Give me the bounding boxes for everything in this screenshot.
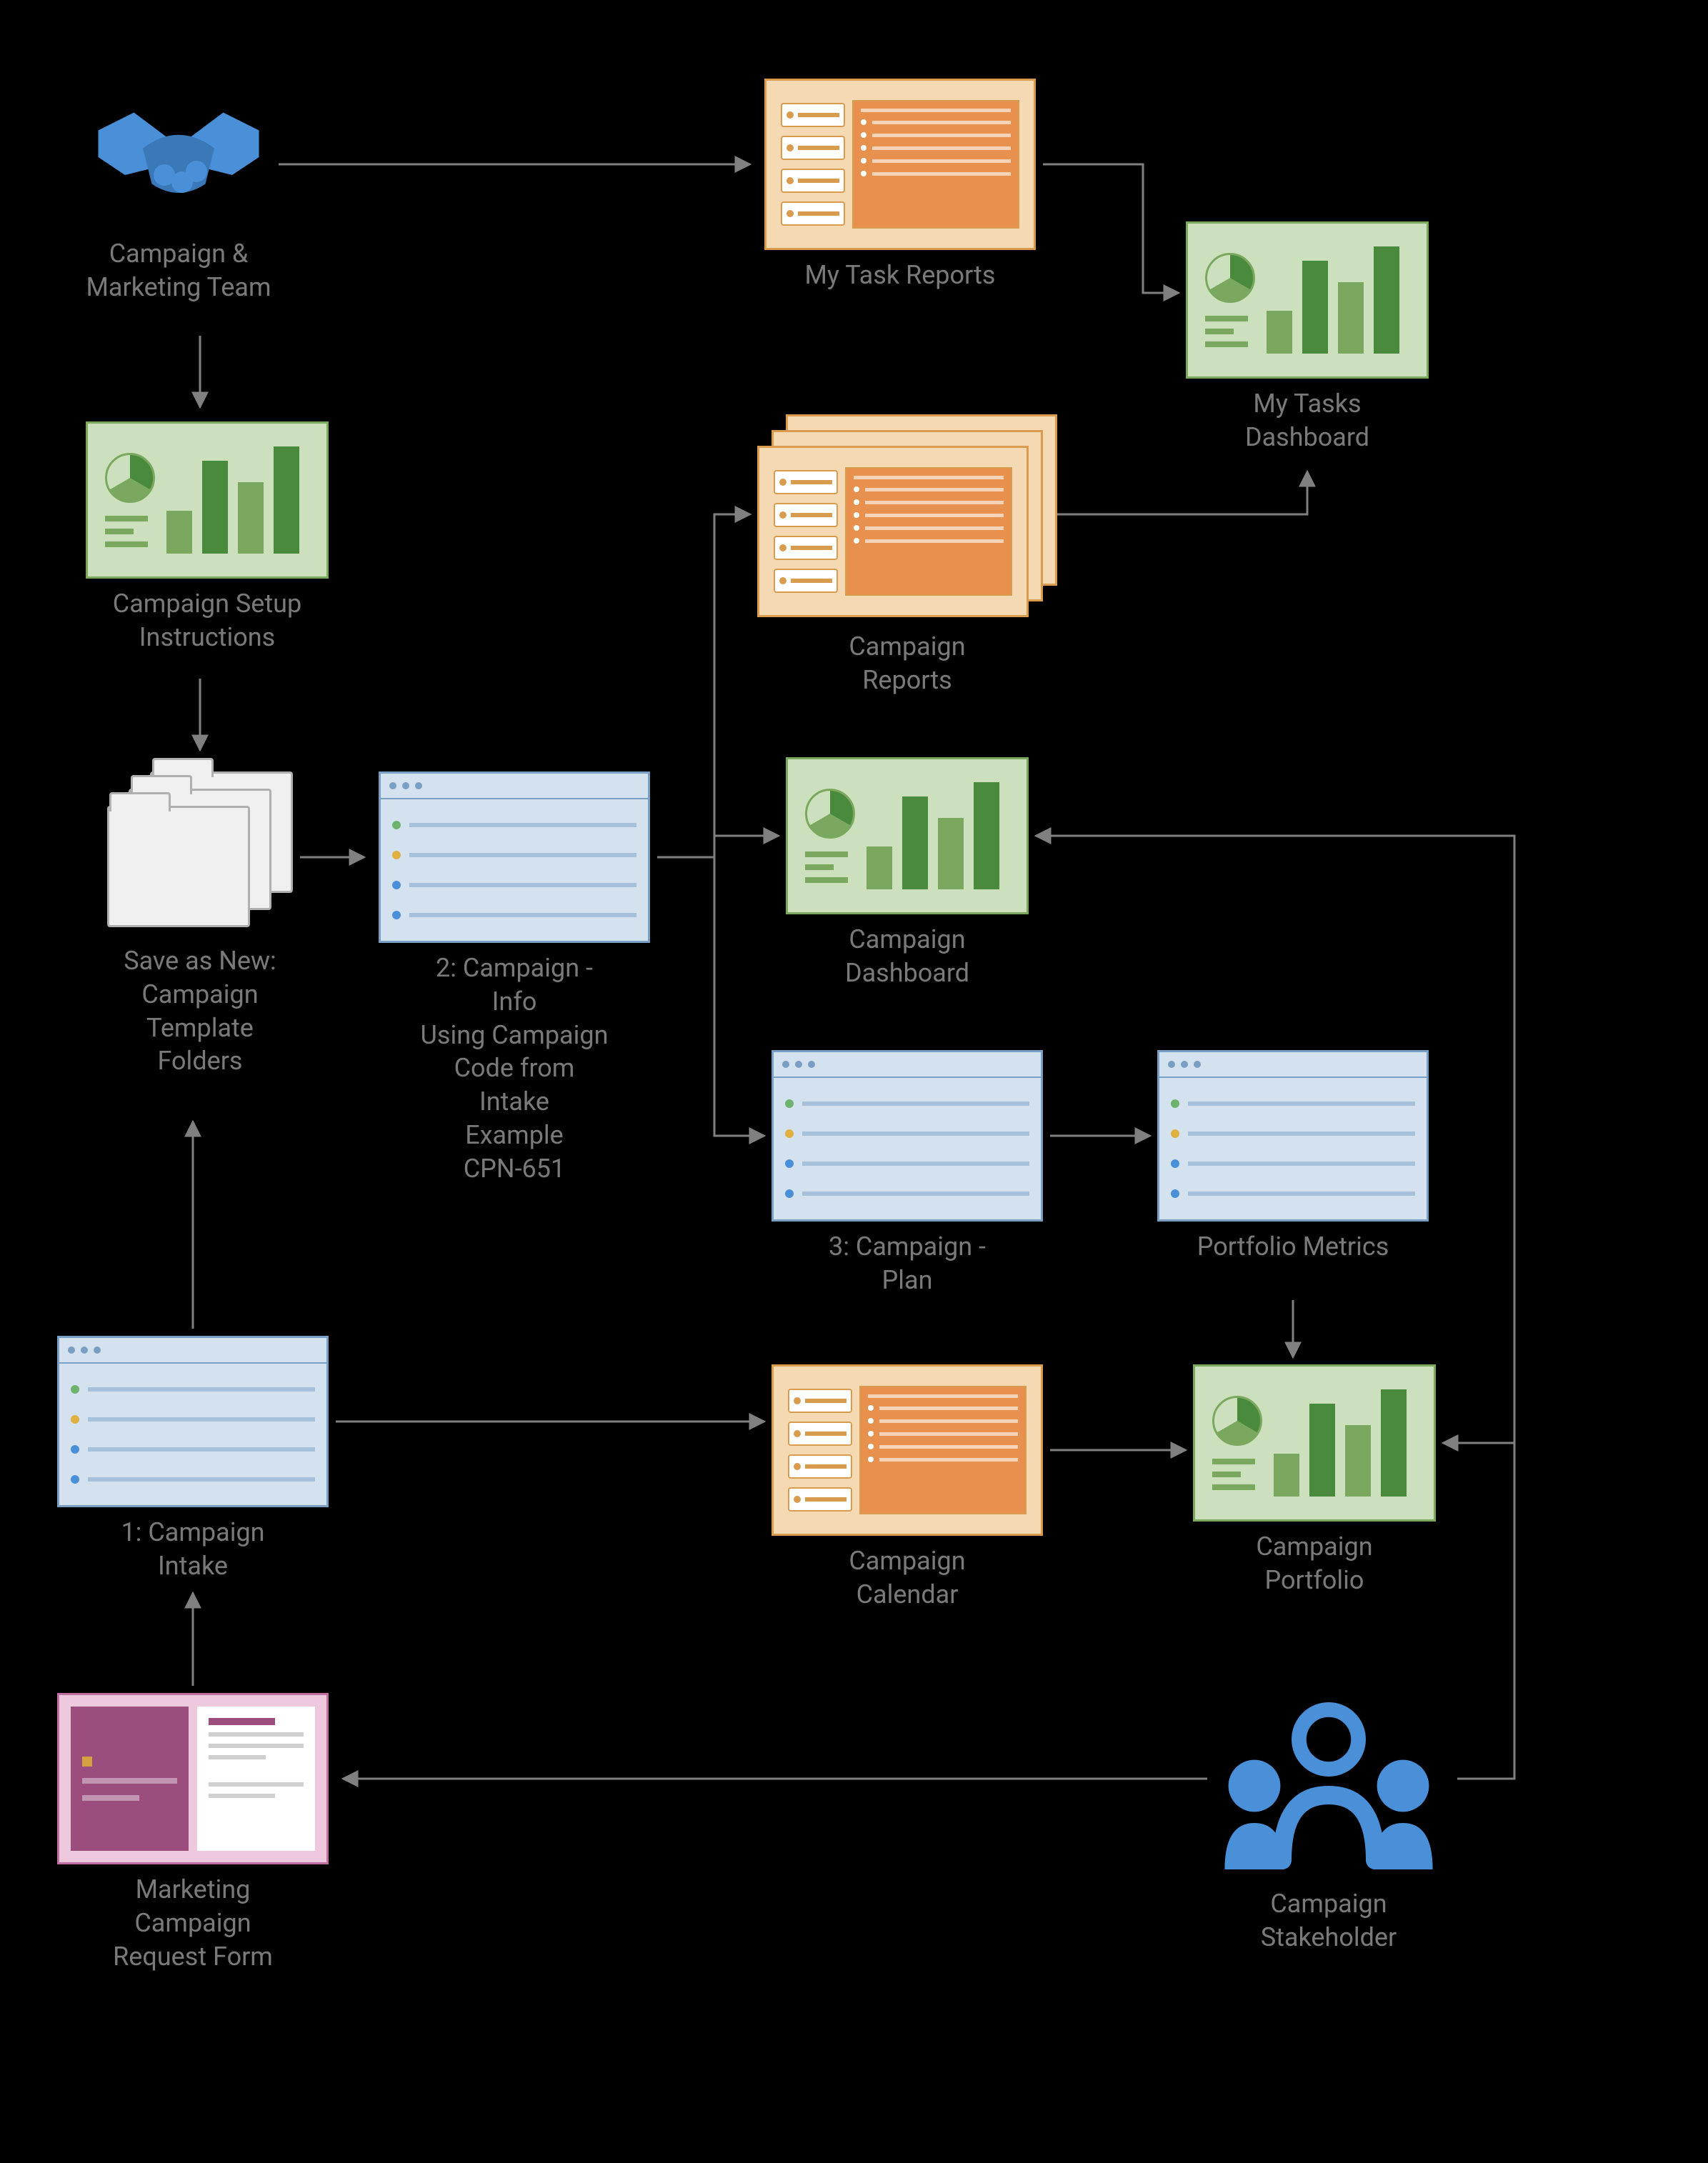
report-icon <box>771 1364 1043 1536</box>
node-campaign-portfolio: Campaign Portfolio <box>1193 1364 1436 1597</box>
node-campaign-dash-label: Campaign Dashboard <box>845 923 969 990</box>
node-intake: 1: Campaign Intake <box>57 1336 329 1583</box>
node-campaign-calendar: Campaign Calendar <box>771 1364 1043 1612</box>
node-campaign-plan-label: 3: Campaign - Plan <box>829 1230 986 1297</box>
edge-stakeholder-to-campaign_dash <box>1036 836 1514 1779</box>
node-portfolio-metrics-label: Portfolio Metrics <box>1197 1230 1389 1264</box>
edge-campaign_info-to-campaign_plan <box>657 857 764 1136</box>
edge-campaign_info-to-campaign_dash <box>657 836 779 857</box>
dashboard-icon <box>1193 1364 1436 1522</box>
node-team-label: Campaign & Marketing Team <box>86 237 271 304</box>
node-stakeholder: Campaign Stakeholder <box>1214 1693 1443 1954</box>
node-stakeholder-label: Campaign Stakeholder <box>1261 1887 1397 1954</box>
node-campaign-plan: 3: Campaign - Plan <box>771 1050 1043 1297</box>
report-stack-icon <box>757 414 1057 621</box>
sheet-icon <box>57 1336 329 1507</box>
node-folders-label: Save as New: Campaign Template Folders <box>124 944 276 1078</box>
node-request-form-label: Marketing Campaign Request Form <box>113 1873 273 1973</box>
dashboard-icon <box>1186 221 1429 379</box>
form-icon <box>57 1693 329 1864</box>
node-request-form: Marketing Campaign Request Form <box>57 1693 329 1973</box>
node-campaign-dash: Campaign Dashboard <box>786 757 1029 990</box>
node-campaign-reports: Campaign Reports <box>757 414 1057 697</box>
node-tasks-dash-label: My Tasks Dashboard <box>1245 387 1369 454</box>
dashboard-icon <box>786 757 1029 914</box>
node-task-reports: My Task Reports <box>764 79 1036 292</box>
folder-stack-icon <box>107 771 293 936</box>
node-campaign-portfolio-label: Campaign Portfolio <box>1256 1530 1372 1597</box>
sheet-icon <box>379 771 650 943</box>
people-icon <box>1214 1693 1443 1879</box>
node-tasks-dash: My Tasks Dashboard <box>1186 221 1429 454</box>
node-task-reports-label: My Task Reports <box>805 259 996 292</box>
edge-stakeholder-to-campaign_portfolio <box>1443 1443 1514 1779</box>
handshake-icon <box>86 86 271 229</box>
node-team: Campaign & Marketing Team <box>86 86 271 304</box>
node-intake-label: 1: Campaign Intake <box>121 1516 264 1583</box>
node-campaign-info-label: 2: Campaign - Info Using Campaign Code f… <box>421 951 609 1186</box>
node-portfolio-metrics: Portfolio Metrics <box>1157 1050 1429 1264</box>
report-icon <box>764 79 1036 250</box>
node-setup: Campaign Setup Instructions <box>86 421 329 654</box>
sheet-icon <box>1157 1050 1429 1222</box>
node-campaign-info: 2: Campaign - Info Using Campaign Code f… <box>379 771 650 1186</box>
sheet-icon <box>771 1050 1043 1222</box>
node-campaign-calendar-label: Campaign Calendar <box>849 1544 965 1612</box>
edge-task_reports-to-tasks_dash <box>1043 164 1179 293</box>
node-setup-label: Campaign Setup Instructions <box>113 587 301 654</box>
node-campaign-reports-label: Campaign Reports <box>849 630 965 697</box>
edge-campaign_info-to-campaign_reports <box>657 514 750 857</box>
dashboard-icon <box>86 421 329 579</box>
node-folders: Save as New: Campaign Template Folders <box>107 771 293 1078</box>
edge-campaign_reports-to-tasks_dash <box>1050 471 1307 514</box>
